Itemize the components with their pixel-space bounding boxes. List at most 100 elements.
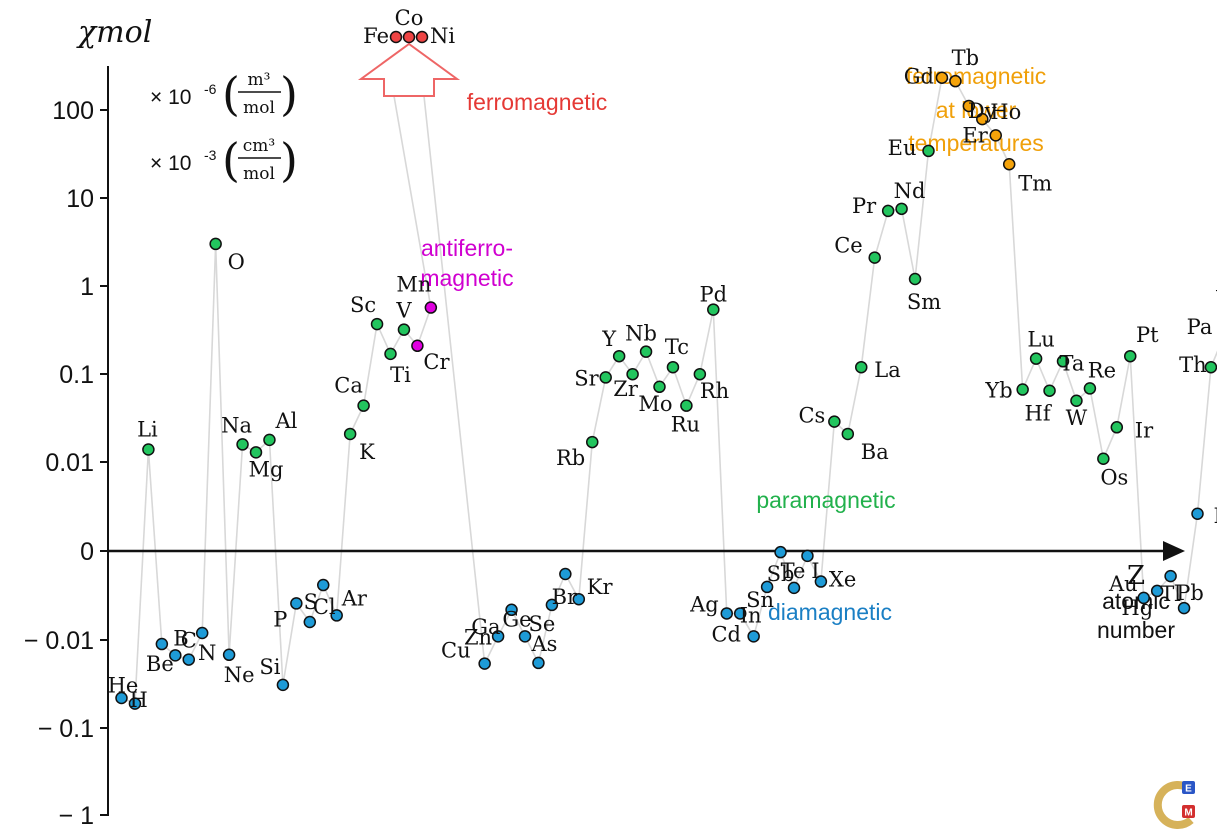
connector-line [900,208,916,280]
element-label-yb: Yb [984,379,1012,403]
data-point-xe [814,575,828,588]
data-points [115,30,1217,710]
unit-exponent: -3 [204,147,217,163]
data-point-as [532,656,545,670]
element-label-tb: Tb [952,46,979,70]
data-point-re [1083,382,1097,395]
connector-line [712,309,728,614]
y-tick-label: 10 [66,185,94,213]
units-block: × 10 -6 ( m³ mol ) × 10 -3 ( cm³ mol ) [150,67,298,187]
element-label-ce: Ce [834,234,863,258]
element-label-nb: Nb [625,322,657,346]
data-point-te [787,581,801,595]
category-antiferromagnetic: antiferro- [421,235,513,261]
connector-line [914,150,930,280]
data-point-ne [222,648,236,662]
element-label-pr: Pr [852,194,877,218]
element-label-u: U [1215,286,1217,310]
data-point-pd [707,303,720,316]
data-point-zr [626,367,639,381]
element-label-ga: Ga [471,615,500,639]
connector-line [820,421,836,582]
data-point-gd [935,71,949,84]
unit-denominator: mol [243,164,275,184]
y-tick-label: − 0.1 [38,715,94,743]
connector-line [860,257,876,368]
element-label-th: Th [1179,353,1207,377]
element-label-ti: Ti [390,363,411,387]
element-label-in: In [740,603,762,627]
data-point-b [169,649,182,662]
data-point-sm [908,272,922,286]
data-point-cd [733,607,747,620]
connector-line [672,366,688,406]
element-label-i: I [811,559,819,583]
element-label-ni: Ni [430,24,455,48]
unit-denominator: mol [243,98,275,118]
data-point-al [263,433,276,447]
data-point-lu [1029,352,1043,365]
category-ferromagnetic: ferromagnetic [467,89,608,115]
element-label-sn: Sn [746,588,774,612]
category-paramagnetic: paramagnetic [756,487,895,513]
element-label-fe: Fe [363,24,389,48]
data-point-ni [415,30,429,44]
connector-line [1089,388,1105,459]
svg-text:M: M [1184,808,1192,819]
element-label-k: K [359,440,375,464]
element-label-ir: Ir [1135,418,1154,442]
data-point-ir [1110,421,1124,434]
element-label-b: B [173,626,188,650]
data-point-br [559,567,572,581]
element-label-ta: Ta [1060,351,1085,375]
connector-line [591,377,607,443]
connector-line [416,307,432,347]
element-label-sb: Sb [767,562,795,586]
element-label-kr: Kr [587,575,614,599]
data-point-ca [357,399,370,412]
connector-line [873,210,889,258]
element-label-te: Te [781,559,806,583]
element-label-lu: Lu [1027,328,1054,352]
element-label-v: V [395,299,412,323]
data-point-eu [922,144,935,158]
element-label-sc: Sc [350,293,376,317]
data-point-ag [720,607,733,620]
element-label-n: N [198,641,216,665]
unit-prefix: × 10 [150,152,191,175]
element-label-be: Be [146,652,174,676]
element-label-mn: Mn [396,273,431,297]
connector-line [578,442,594,600]
connector-line [847,367,863,435]
element-label-si: Si [259,655,280,679]
element-label-eu: Eu [888,136,917,160]
data-point-nd [895,202,908,216]
connector-line [282,603,298,685]
element-label-zn: Zn [464,625,492,649]
element-label-h: H [130,688,148,712]
connector-line [309,584,325,623]
element-label-ca: Ca [334,374,363,398]
data-point-kr [572,592,586,606]
element-label-br: Br [552,585,578,609]
element-label-pd: Pd [700,283,728,307]
data-point-cu [478,657,491,670]
unit-paren-close: ) [280,133,298,187]
y-tick-label: − 1 [59,802,94,830]
data-point-pb [1177,601,1191,615]
data-point-k [343,427,357,441]
connector-line [537,604,553,664]
data-point-cr [411,339,424,353]
data-point-c [182,653,195,666]
data-point-h [115,691,128,705]
element-label-hf: Hf [1025,402,1053,426]
data-point-cl [317,578,330,592]
data-point-tl [1164,569,1177,583]
y-ticks [100,109,108,816]
data-point-li [142,443,155,456]
element-label-ag: Ag [689,592,719,616]
data-point-si [276,678,290,692]
element-label-na: Na [221,413,252,437]
